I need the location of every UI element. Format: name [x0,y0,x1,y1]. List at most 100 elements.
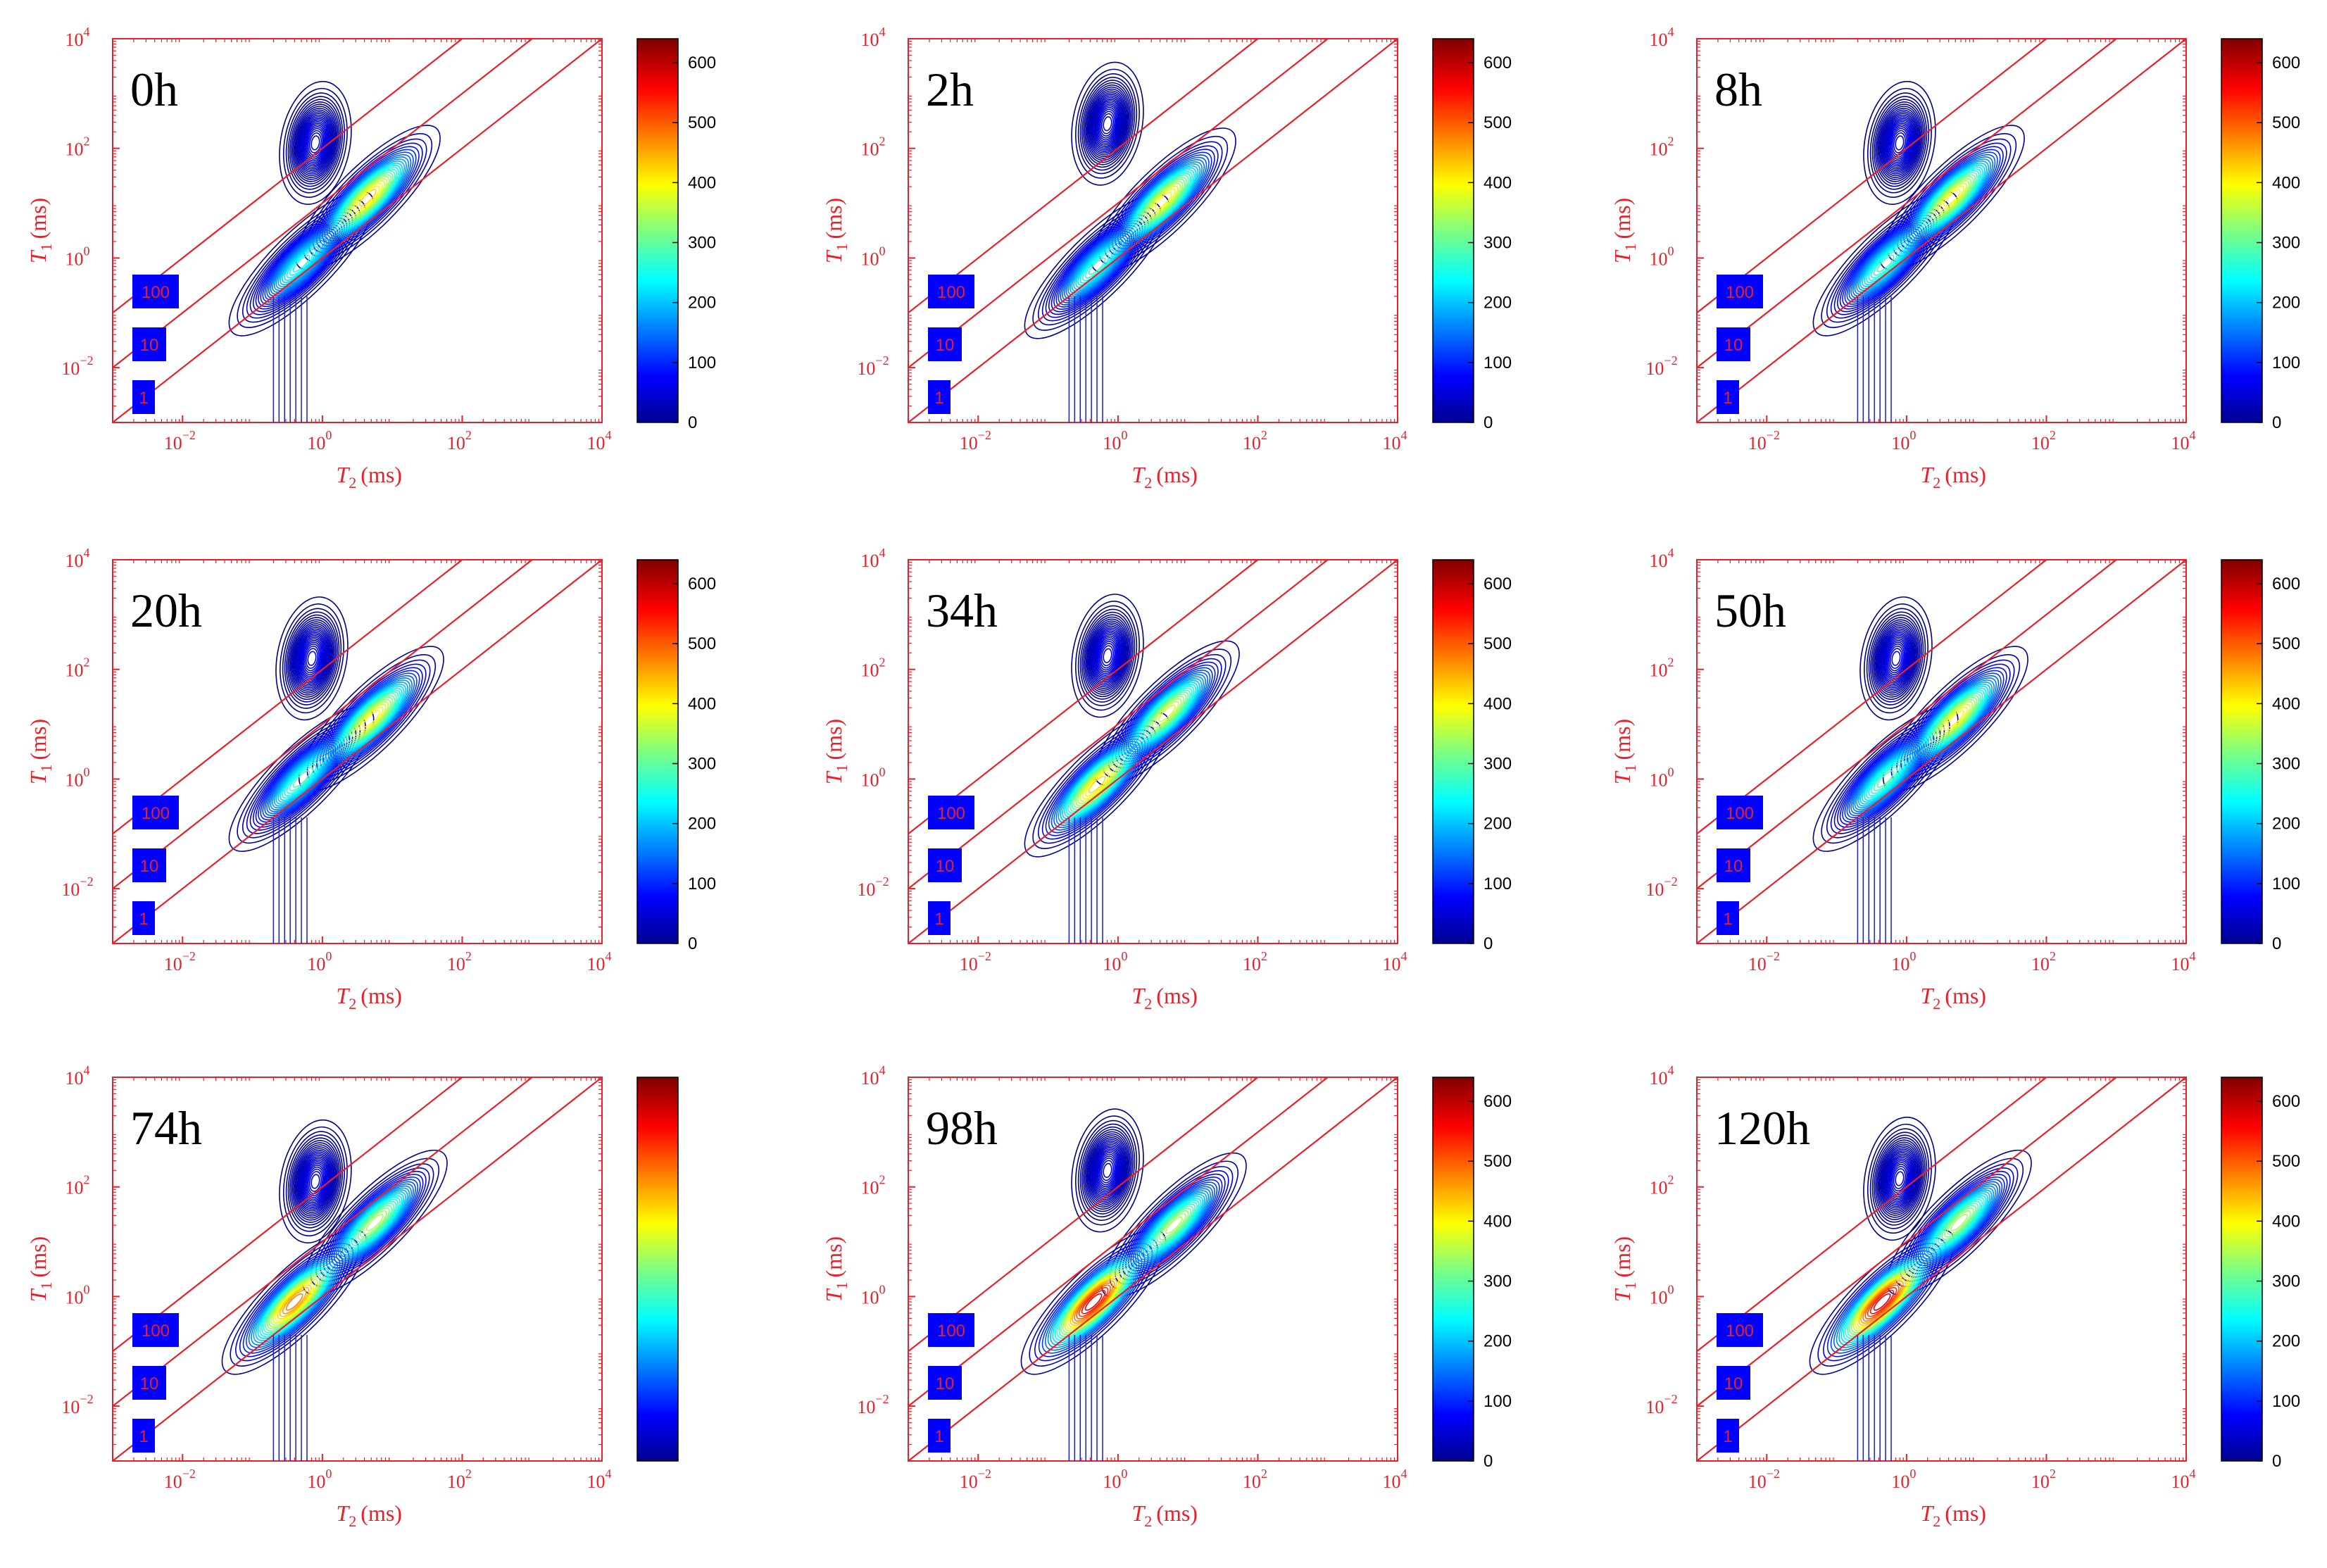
ratio-label-1: 1 [1723,910,1732,929]
ratio-line-10 [908,39,1329,369]
contour-line [1881,633,1912,684]
contour-line [1093,1147,1122,1194]
x-tick-exponent: 4 [606,428,612,442]
contour-layer [1697,560,2186,943]
contour-line [1875,101,1924,184]
contour-line [237,199,366,328]
contour-line [291,1140,340,1223]
contour-line [353,701,389,736]
contour-line [1071,594,1144,718]
contour-line [351,698,391,739]
x-axis-title: T2 (ms) [1921,462,1986,491]
y-tick-exponent: 4 [1668,25,1674,39]
contour-line [1877,627,1915,691]
contour-line [1083,82,1132,165]
contour-line [1849,1269,1916,1336]
ratio-label-10: 10 [1724,1374,1743,1393]
ratio-label-1: 1 [934,389,943,408]
x-axis-symbol: T [337,462,351,487]
x-tick-label: 102 [2031,1467,2056,1492]
contour-line [1091,95,1124,152]
ratio-label-100: 100 [937,1322,965,1341]
ratio-box-10 [132,848,166,882]
contour-line [296,111,334,175]
y-axis-unit: (ms) [1610,198,1635,239]
contour-line [349,697,394,741]
contour-line [1904,1167,2014,1278]
contour-line [348,177,388,218]
contour-line [347,1195,403,1250]
y-tick-exponent: 0 [1668,765,1674,779]
contour-line [327,675,415,763]
colorbar-tick-label: 600 [2272,575,2300,594]
ratio-line-10 [113,1077,533,1407]
ratio-label-1: 1 [934,910,943,929]
contour-line [305,126,326,160]
y-tick-label: 102 [65,656,90,681]
y-tick-label: 102 [65,1173,90,1198]
x-tick-exponent: −2 [978,949,991,963]
contour-line [1848,741,1923,817]
contour-line [1874,1134,1926,1223]
contour-line [1916,679,1995,758]
contour-line [1146,182,1181,218]
colorbar-tick-label: 300 [688,234,716,253]
x-tick-exponent: 4 [2190,949,2196,963]
colorbar [2221,38,2263,423]
contour-line [1100,645,1114,667]
x-tick-label: 104 [587,949,612,974]
contour-line [1144,1196,1203,1255]
contour-line [1887,644,1905,674]
contour-line [1084,1131,1131,1210]
contour-line [285,1293,303,1311]
contour-line [1071,758,1123,810]
colorbar-tick-label: 200 [1484,294,1512,313]
x-tick-exponent: 0 [325,1467,332,1481]
contour-line [1097,1153,1118,1188]
contour-line [1938,701,1974,736]
contour-line [326,1174,424,1272]
contour-line [1098,641,1117,671]
panel-time-label: 120h [1714,1101,1810,1155]
colorbar-tick-label: 200 [1484,1332,1512,1351]
contour-line [1032,201,1162,331]
contour-line [1074,1115,1140,1226]
x-tick-exponent: −2 [1767,428,1780,442]
contour-line [1881,1147,1919,1210]
x-tick-label: 104 [587,428,612,453]
contour-line [1919,164,1986,231]
colorbar [636,38,679,423]
colorbar-tick-label: 400 [2272,1212,2300,1231]
contour-line [270,232,333,295]
contour-layer [1697,1077,2186,1461]
contour-layer [1697,39,2186,422]
x-tick-label: 100 [307,1467,332,1492]
y-axis-unit: (ms) [821,198,846,239]
x-tick-label: 104 [2171,428,2196,453]
contour-line [1138,175,1189,227]
contour-line [1917,162,1988,233]
contour-line [1062,749,1132,820]
panel-time-label: 0h [130,63,178,116]
contour-line [1900,146,2004,250]
y-axis-title: T1 (ms) [1610,1236,1639,1302]
colorbar-tick-label: 200 [2272,815,2300,834]
contour-line [1873,767,1898,791]
y-tick-label: 10−2 [61,1392,93,1417]
contour-line [334,164,401,231]
contour-line [299,638,325,679]
contour-line [1927,1191,1990,1254]
colorbar-tick-label: 300 [2272,755,2300,774]
y-tick-exponent: 2 [879,1173,886,1187]
colorbar-tick-label: 500 [2272,1152,2300,1171]
contour-line [1912,675,2000,763]
y-axis-subscript: 1 [1622,1281,1639,1289]
x-tick-exponent: 2 [1261,428,1267,442]
colorbar-tick-label: 400 [1484,1212,1512,1231]
contour-line [1868,761,1903,797]
contour-line [1131,678,1203,748]
contour-line [1063,233,1131,300]
contour-line [1098,108,1117,139]
contour-line [1085,618,1130,693]
ratio-line-10 [113,560,533,890]
